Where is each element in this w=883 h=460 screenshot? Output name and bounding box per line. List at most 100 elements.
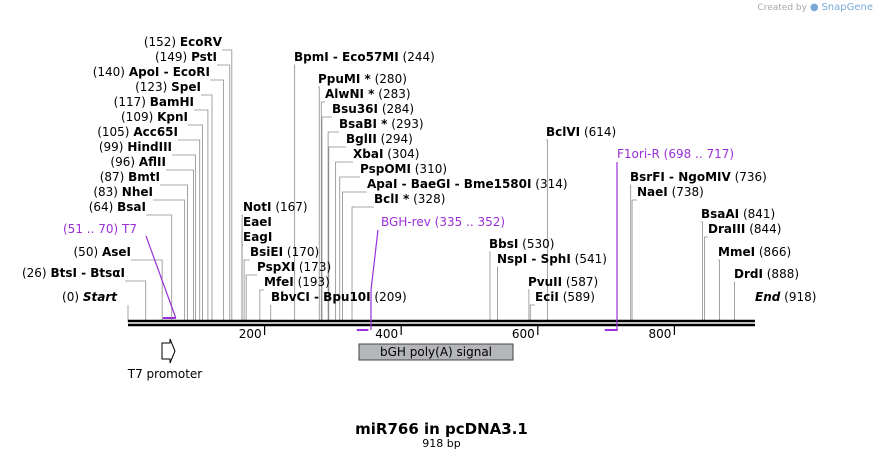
credit-brand: SnapGene: [821, 2, 873, 13]
site-line-ecii: [529, 304, 535, 320]
site-line-xbai: [335, 161, 353, 320]
site-line-acc65i: [178, 139, 201, 320]
site-line-bcli-: [351, 206, 374, 320]
feature-bgh-polya-signal: bGH poly(A) signal: [358, 343, 514, 361]
site-line-bsiei: [243, 259, 250, 320]
tick-label: 800: [648, 327, 671, 341]
site-label-aflii: (96) AflII: [110, 155, 166, 169]
primer-t7-leader: [145, 235, 177, 319]
primer-bgh-rev-label: BGH-rev (335 .. 352): [381, 215, 505, 229]
site-label-bpmi-eco57mi: BpmI - Eco57MI (244): [294, 50, 435, 64]
site-line-bpmi-eco57mi: [294, 64, 296, 320]
site-line-apai-baegi-bme1580i: [342, 191, 367, 320]
site-line-pspxi: [245, 274, 257, 320]
site-line-bmti: [160, 184, 188, 320]
site-label-ecorv: (152) EcoRV: [144, 35, 223, 49]
site-line-bsabi-: [327, 131, 339, 320]
site-line-asei: [131, 259, 163, 320]
site-line-mfei: [259, 289, 264, 320]
site-lines: [125, 49, 735, 322]
site-line-drdi: [734, 281, 735, 320]
site-label-bsu36i: Bsu36I (284): [332, 102, 414, 116]
site-line-alwni-: [320, 101, 325, 320]
bgh-polya-box: [358, 343, 514, 361]
site-label-bbsi: BbsI (530): [489, 237, 554, 251]
t7-promoter-arrow: [161, 338, 176, 364]
site-line-btsi-bts-i: [125, 280, 147, 320]
site-line-naei: [631, 199, 637, 320]
site-line-pvuii: [528, 289, 530, 320]
site-line-bsu36i: [321, 116, 332, 320]
t7-promoter-label: T7 promoter: [127, 367, 203, 381]
start-label: (0) Start: [62, 290, 118, 304]
site-line-eagi: [241, 244, 243, 320]
site-line-bbsi: [489, 251, 491, 320]
site-line-spei: [201, 94, 213, 320]
site-label-bmti: (87) BmtI: [100, 170, 160, 184]
site-label-eaei: EaeI: [243, 215, 272, 229]
credit: Created by ● SnapGene: [757, 2, 873, 13]
site-label-alwni-: AlwNI * (283): [325, 87, 411, 101]
tick-label: 600: [512, 327, 535, 341]
site-label-kpni: (109) KpnI: [121, 110, 188, 124]
site-label-pvuii: PvuII (587): [528, 275, 598, 289]
site-line-apoi-ecori: [210, 79, 225, 320]
site-label-bamhi: (117) BamHI: [114, 95, 194, 109]
map-title: miR766 in pcDNA3.1: [355, 420, 528, 438]
site-label-eagi: EagI: [243, 230, 272, 244]
site-line-kpni: [188, 124, 203, 320]
site-line-bsaai: [701, 221, 703, 320]
site-line-aflii: [166, 169, 194, 320]
site-label-ppumi-: PpuMI * (280): [318, 72, 407, 86]
site-line-mmei: [718, 259, 720, 320]
site-label-pspxi: PspXI (173): [257, 260, 331, 274]
site-label-bsabi-: BsaBI * (293): [339, 117, 424, 131]
primer-bgh-rev-leader: [370, 229, 379, 291]
tick-label: 400: [375, 327, 398, 341]
site-label-spei: (123) SpeI: [135, 80, 201, 94]
site-label-bglii: BglII (294): [346, 132, 413, 146]
site-label-ecii: EciI (589): [535, 290, 595, 304]
site-label-mfei: MfeI (193): [264, 275, 330, 289]
site-label-nspi-sphi: NspI - SphI (541): [497, 252, 607, 266]
site-label-nhei: (83) NheI: [93, 185, 153, 199]
feature-t7-promoter: T7 promoter: [127, 338, 203, 381]
site-label-drdi: DrdI (888): [734, 267, 799, 281]
credit-prefix: Created by: [757, 3, 807, 13]
site-line-hindiii: [172, 154, 197, 320]
site-label-bclvi: BclVI (614): [546, 125, 616, 139]
tick-label: 200: [239, 327, 262, 341]
site-label-mmei: MmeI (866): [718, 245, 791, 259]
map-length: 918 bp: [422, 437, 461, 450]
site-label-asei: (50) AseI: [74, 245, 132, 259]
site-label-bcli-: BclI * (328): [374, 192, 445, 206]
site-label-draiii: DraIII (844): [708, 222, 781, 236]
site-line-nspi-sphi: [497, 266, 498, 320]
site-label-noti: NotI (167): [243, 200, 308, 214]
site-label-apai-baegi-bme1580i: ApaI - BaeGI - Bme1580I (314): [367, 177, 568, 191]
site-line-bamhi: [194, 109, 209, 320]
site-line-psti: [217, 64, 231, 320]
site-label-bsai: (64) BsaI: [89, 200, 146, 214]
site-line-ecorv: [222, 49, 233, 320]
snapgene-logo: ●: [809, 2, 819, 13]
site-label-psti: (149) PstI: [155, 50, 217, 64]
site-label-btsi-bts-i: (26) BtsI - BtsαI: [22, 266, 125, 280]
site-label-naei: NaeI (738): [637, 185, 704, 199]
site-label-bsrfi-ngomiv: BsrFI - NgoMIV (736): [630, 170, 767, 184]
site-line-nhei: [153, 199, 186, 320]
site-label-xbai: XbaI (304): [353, 147, 420, 161]
site-line-draiii: [704, 236, 708, 320]
site-line-pspomi: [339, 176, 360, 320]
site-line-ppumi-: [318, 86, 320, 320]
site-line-bsai: [146, 214, 173, 320]
site-line-bglii: [328, 146, 346, 320]
site-label-pspomi: PspOMI (310): [360, 162, 447, 176]
primer-t7-label: (51 .. 70) T7: [63, 222, 137, 236]
site-label-bbvci-bpu10i: BbvCI - Bpu10I (209): [271, 290, 407, 304]
site-label-bsiei: BsiEI (170): [250, 245, 319, 259]
bgh-polya-label: bGH poly(A) signal: [380, 345, 492, 359]
site-line-bsrfi-ngomiv: [630, 184, 632, 320]
site-labels: (152) EcoRV(149) PstI(140) ApoI - EcoRI(…: [22, 35, 816, 304]
